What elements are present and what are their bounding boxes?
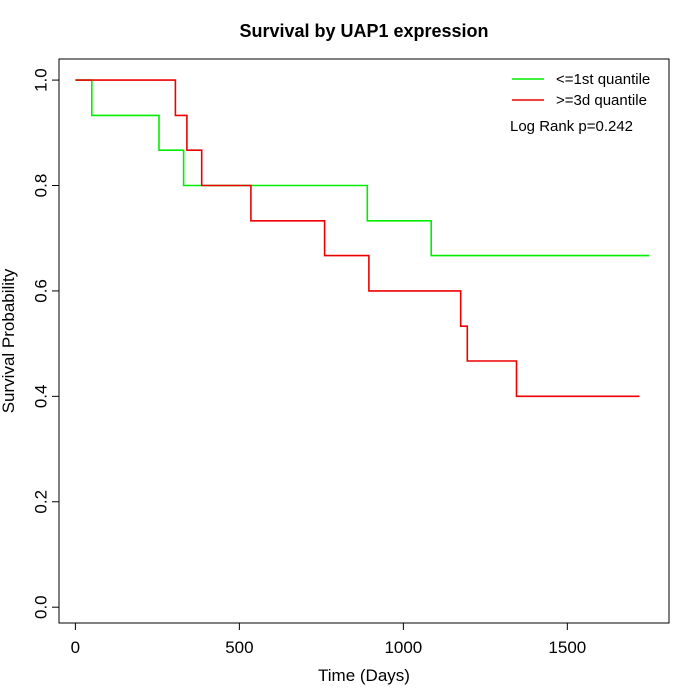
y-tick-label: 0.6 bbox=[32, 279, 51, 303]
plot-frame bbox=[58, 58, 670, 624]
series-layer bbox=[75, 79, 650, 398]
legend-label-high: >=3d quantile bbox=[556, 92, 647, 109]
x-axis-label: Time (Days) bbox=[318, 666, 410, 685]
x-tick-label: 500 bbox=[225, 638, 253, 657]
survival-curve-low-quantile bbox=[75, 79, 650, 257]
y-tick-label: 0.0 bbox=[32, 595, 51, 619]
log-rank-annotation: Log Rank p=0.242 bbox=[510, 118, 633, 135]
x-axis: 0 500 1000 1500 bbox=[71, 622, 586, 657]
x-tick-label: 1500 bbox=[548, 638, 586, 657]
y-axis-label: Survival Probability bbox=[0, 268, 18, 413]
y-tick-label: 1.0 bbox=[32, 68, 51, 92]
x-tick-label: 0 bbox=[71, 638, 80, 657]
y-tick-label: 0.8 bbox=[32, 174, 51, 198]
x-tick-label: 1000 bbox=[384, 638, 422, 657]
legend-label-low: <=1st quantile bbox=[556, 71, 650, 88]
legend: <=1st quantile >=3d quantile bbox=[512, 71, 650, 109]
y-tick-label: 0.4 bbox=[32, 385, 51, 409]
chart-title: Survival by UAP1 expression bbox=[239, 21, 488, 41]
y-tick-label: 0.2 bbox=[32, 490, 51, 514]
y-axis: 0.0 0.2 0.4 0.6 0.8 1.0 bbox=[32, 68, 60, 619]
survival-curve-high-quantile bbox=[75, 79, 640, 398]
